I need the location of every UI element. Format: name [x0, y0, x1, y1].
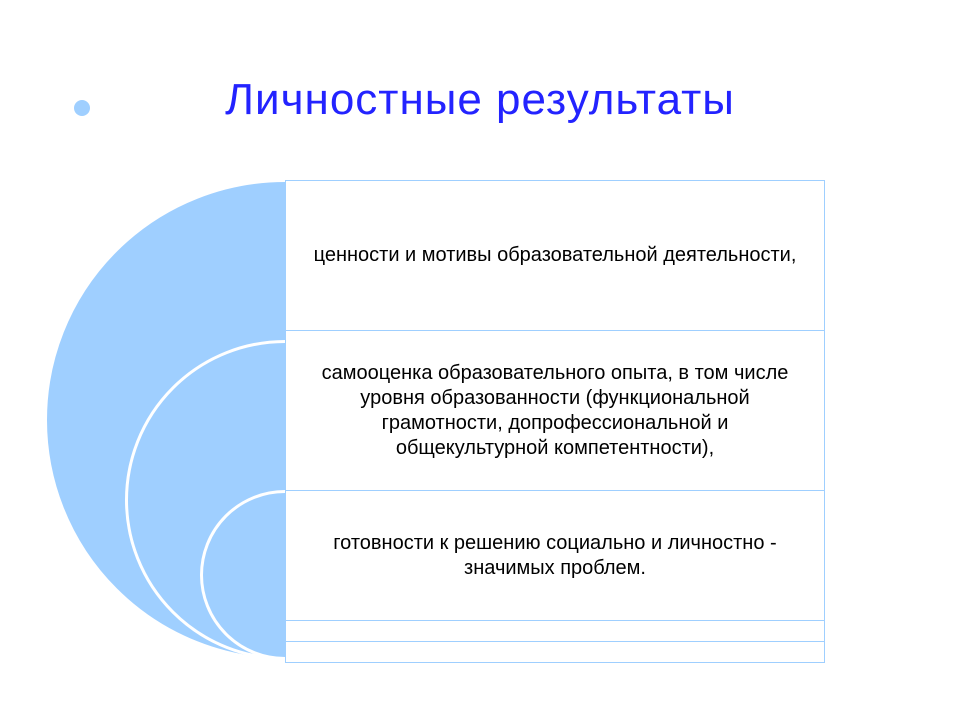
- diagram-row-text: ценности и мотивы образовательной деятел…: [314, 243, 797, 268]
- diagram-row-4: [286, 642, 824, 662]
- diagram-row-1: самооценка образовательного опыта, в том…: [286, 331, 824, 491]
- diagram-rows: ценности и мотивы образовательной деятел…: [285, 180, 825, 663]
- diagram-row-2: готовности к решению социально и личност…: [286, 491, 824, 621]
- diagram-row-text: самооценка образовательного опыта, в том…: [312, 361, 798, 461]
- page-title: Личностные результаты: [0, 75, 960, 125]
- diagram-row-0: ценности и мотивы образовательной деятел…: [286, 181, 824, 331]
- diagram-row-text: готовности к решению социально и личност…: [312, 531, 798, 581]
- diagram-row-3: [286, 621, 824, 642]
- stacked-venn-diagram: ценности и мотивы образовательной деятел…: [150, 180, 850, 660]
- slide: Личностные результаты ценности и мотивы …: [0, 0, 960, 720]
